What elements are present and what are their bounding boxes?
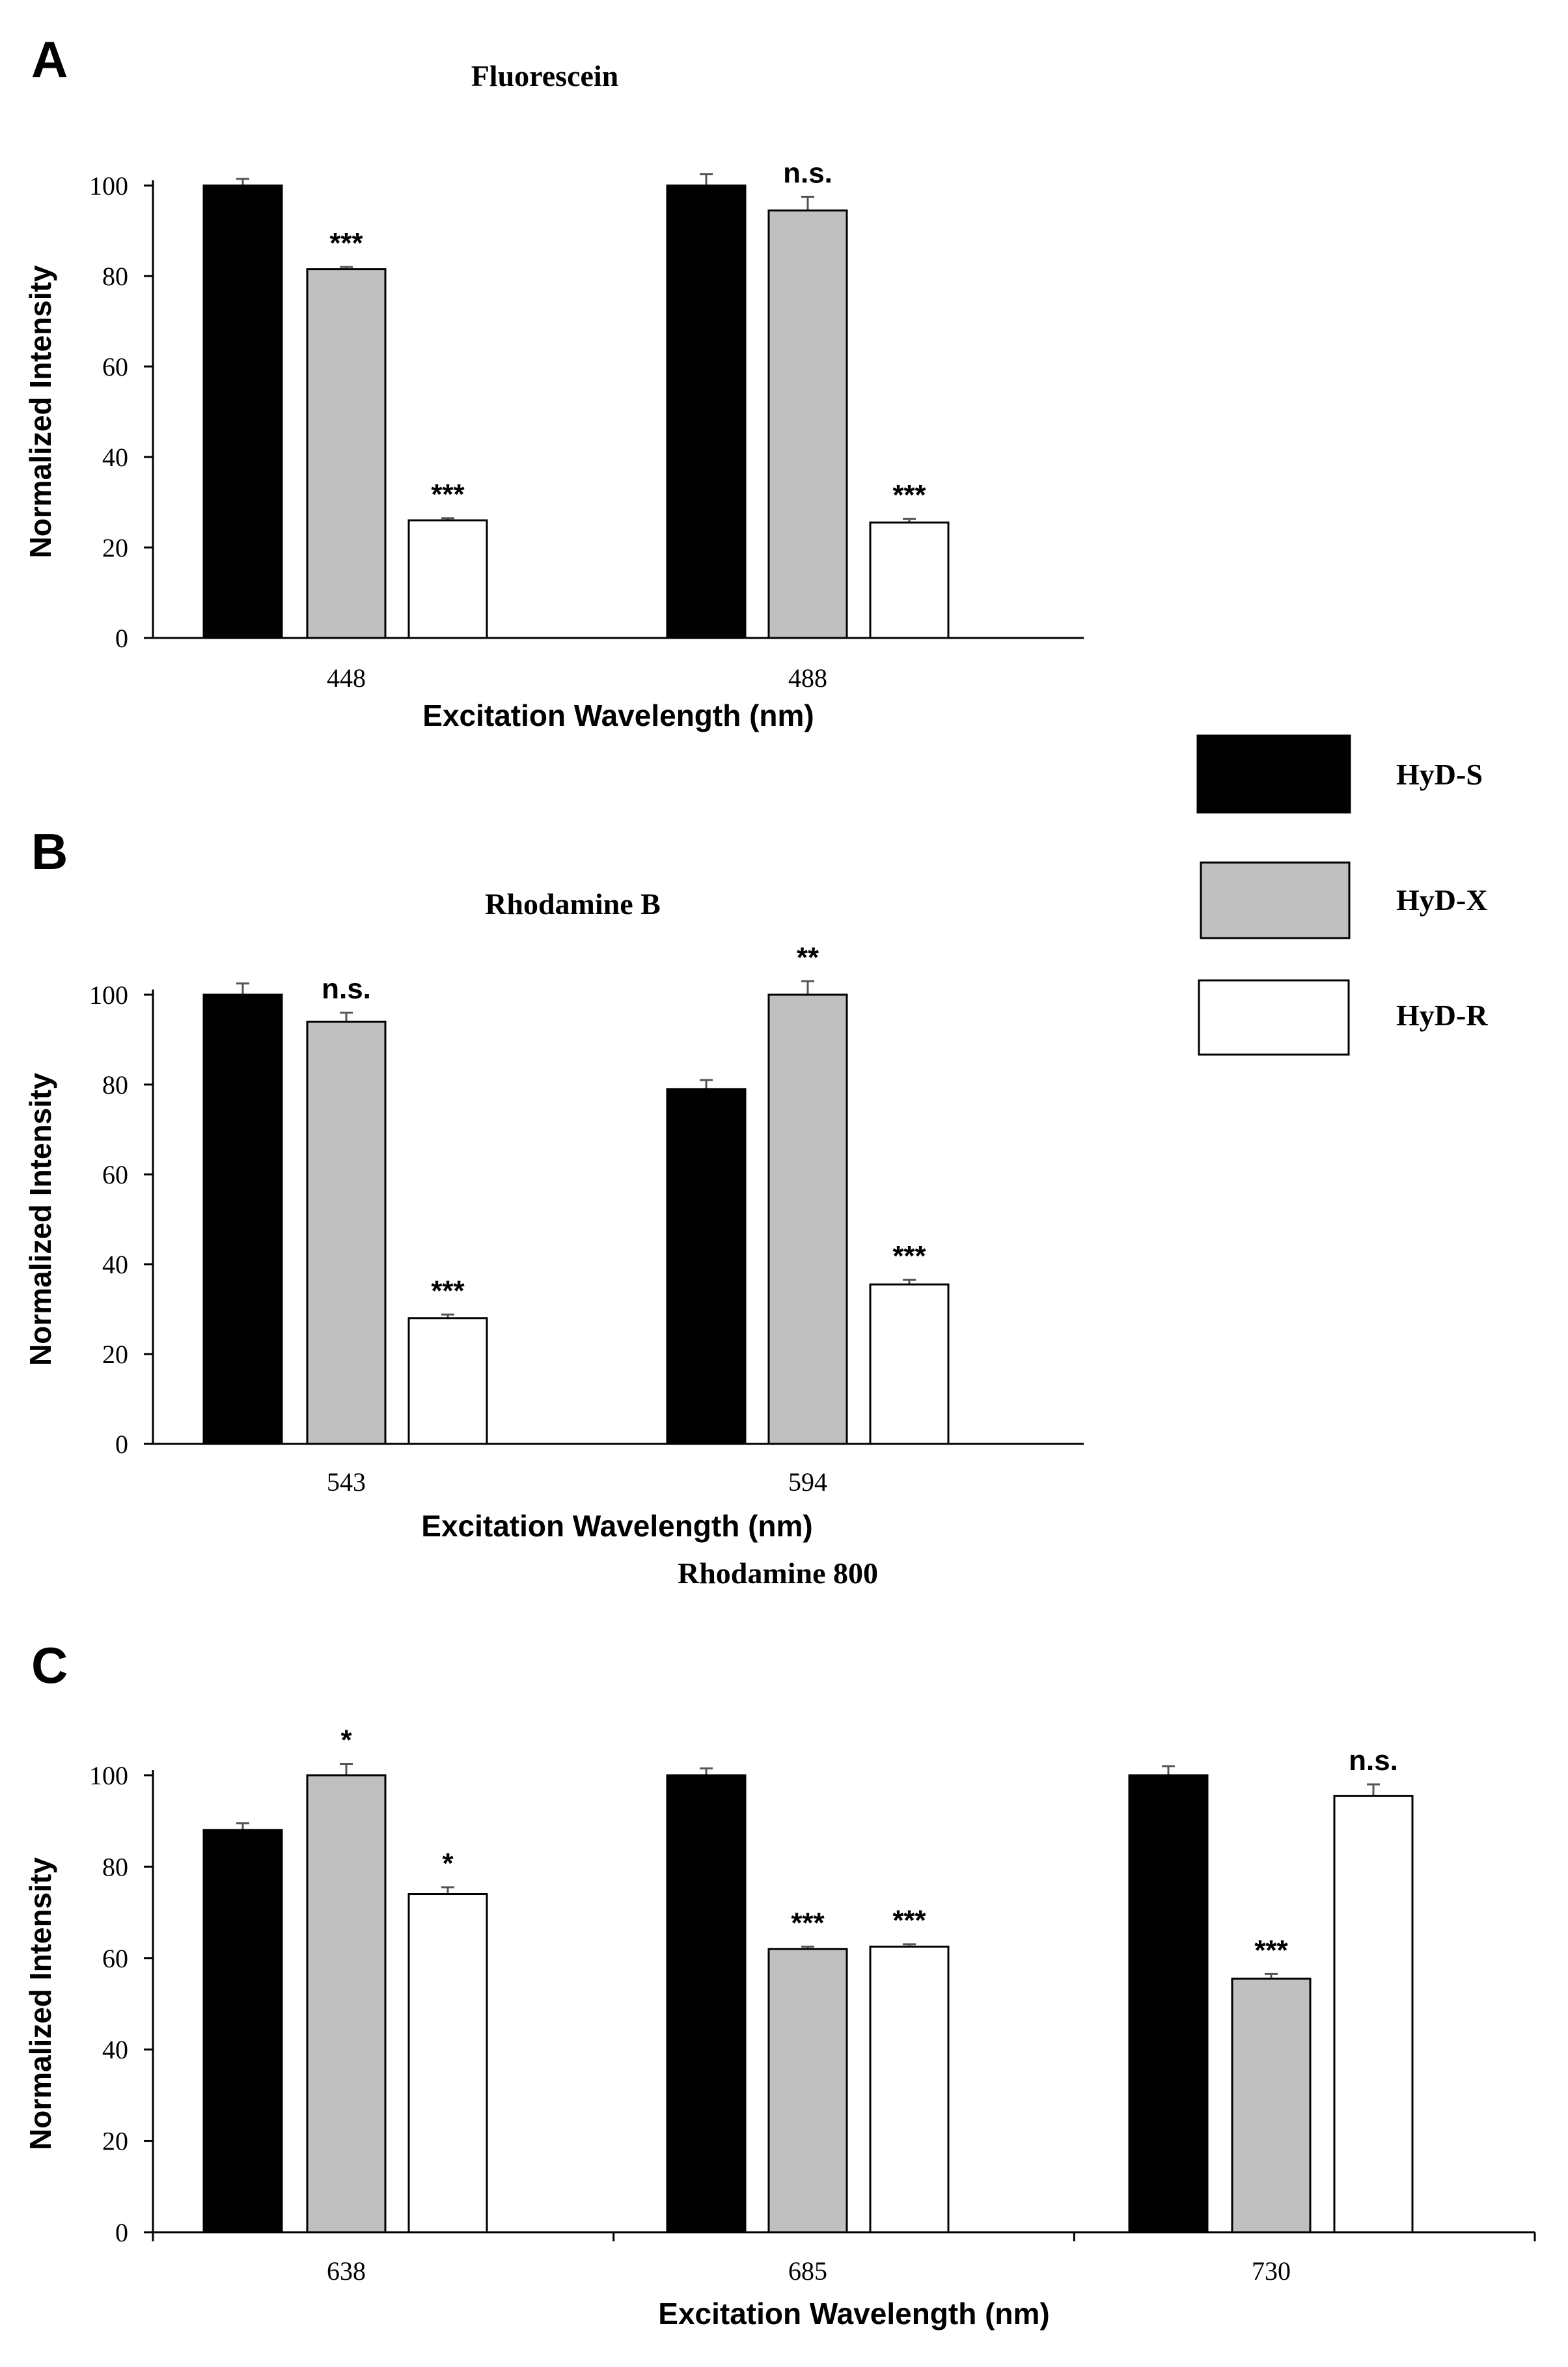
y-tick-label: 0	[115, 1430, 128, 1459]
legend-label-hyd-x: HyD-X	[1396, 883, 1488, 917]
legend-label-hyd-s: HyD-S	[1396, 758, 1483, 791]
significance-label: *	[442, 1848, 454, 1879]
y-tick-label: 100	[89, 980, 128, 1010]
bar-hyd-x-488	[767, 209, 848, 639]
legend-swatch-hyd-r	[1198, 979, 1350, 1056]
y-tick-label: 40	[102, 1250, 128, 1279]
legend-swatch-hyd-s	[1196, 734, 1351, 814]
y-tick-label: 20	[102, 533, 128, 562]
bar-hyd-x-638	[306, 1774, 387, 2234]
significance-label: *	[340, 1724, 352, 1756]
significance-label: **	[797, 941, 819, 973]
significance-label: ***	[1254, 1934, 1288, 1966]
significance-label: ***	[431, 478, 465, 510]
bar-hyd-r-594	[869, 1283, 950, 1445]
y-tick-label: 20	[102, 1340, 128, 1369]
significance-label: ***	[892, 1905, 926, 1937]
bar-hyd-x-594	[767, 993, 848, 1445]
x-axis-label: Excitation Wavelength (nm)	[422, 699, 814, 732]
x-tick-label: 685	[788, 2256, 827, 2286]
panel-letter-c: C	[31, 1637, 68, 1694]
bar-hyd-r-685	[869, 1945, 950, 2234]
bar-hyd-s-448	[202, 184, 283, 639]
y-tick-label: 40	[102, 2035, 128, 2064]
legend-label-hyd-r: HyD-R	[1396, 999, 1488, 1032]
bar-hyd-r-448	[407, 519, 488, 639]
significance-label: n.s.	[783, 157, 832, 189]
significance-label: n.s.	[322, 973, 371, 1005]
chart-title-b: Rhodamine B	[485, 887, 661, 920]
y-tick-label: 80	[102, 1852, 128, 1881]
bar-hyd-r-730	[1333, 1795, 1414, 2234]
significance-label: ***	[791, 1907, 825, 1939]
significance-label: n.s.	[1349, 1745, 1398, 1777]
x-axis-label: Excitation Wavelength (nm)	[421, 1509, 812, 1543]
y-tick-label: 60	[102, 1160, 128, 1189]
bar-hyd-r-543	[407, 1317, 488, 1445]
x-tick-label: 448	[327, 663, 366, 693]
y-tick-label: 100	[89, 171, 128, 201]
y-tick-label: 100	[89, 1761, 128, 1790]
bar-hyd-x-448	[306, 268, 387, 639]
y-axis-label: Normalized Intensity	[23, 1857, 57, 2150]
y-tick-label: 0	[115, 2218, 128, 2247]
y-tick-label: 40	[102, 443, 128, 472]
chart-panel-b: B Rhodamine B 0 20 40 60 80 100 Normalized Inten…	[23, 823, 1084, 1543]
significance-label: ***	[892, 1240, 926, 1272]
bar-hyd-s-730	[1128, 1774, 1209, 2234]
bar-hyd-s-543	[202, 993, 283, 1445]
bar-hyd-s-594	[666, 1088, 747, 1445]
x-tick-label: 730	[1252, 2256, 1291, 2286]
x-tick-label: 488	[788, 663, 827, 693]
bar-hyd-r-638	[407, 1893, 488, 2234]
bar-hyd-x-543	[306, 1020, 387, 1445]
significance-label: ***	[431, 1275, 465, 1307]
chart-title-c: Rhodamine 800	[678, 1557, 878, 1590]
chart-title-a: Fluorescein	[471, 59, 619, 92]
bar-hyd-x-685	[767, 1948, 848, 2234]
y-tick-label: 60	[102, 352, 128, 381]
significance-label: ***	[329, 227, 363, 259]
x-tick-label: 638	[327, 2256, 366, 2286]
panel-letter-a: A	[31, 31, 68, 88]
y-tick-label: 20	[102, 2127, 128, 2156]
y-tick-label: 80	[102, 1070, 128, 1100]
bar-hyd-r-488	[869, 521, 950, 639]
y-tick-label: 60	[102, 1944, 128, 1973]
significance-label: ***	[892, 479, 926, 511]
bar-hyd-x-730	[1231, 1977, 1312, 2234]
x-tick-label: 594	[788, 1467, 827, 1497]
y-axis-label: Normalized Intensity	[23, 265, 57, 558]
bar-hyd-s-638	[202, 1829, 283, 2234]
bar-hyd-s-488	[666, 184, 747, 639]
chart-panel-c: C Rhodamine 800 0 20 40 60 80 100 Normalized Int…	[23, 1557, 1536, 2331]
y-tick-label: 0	[115, 624, 128, 653]
x-tick-label: 543	[327, 1467, 366, 1497]
bar-hyd-s-685	[666, 1774, 747, 2234]
panel-letter-b: B	[31, 823, 68, 880]
legend-swatch-hyd-x	[1200, 861, 1351, 939]
y-tick-label: 80	[102, 262, 128, 291]
y-axis-label: Normalized Intensity	[23, 1073, 57, 1366]
x-axis-label: Excitation Wavelength (nm)	[658, 2297, 1049, 2331]
legend: HyD-S HyD-X HyD-R	[1196, 734, 1488, 1056]
chart-panel-a: A Fluorescein 0 20 40 60 80 100 Normalized Inten…	[23, 31, 1084, 732]
